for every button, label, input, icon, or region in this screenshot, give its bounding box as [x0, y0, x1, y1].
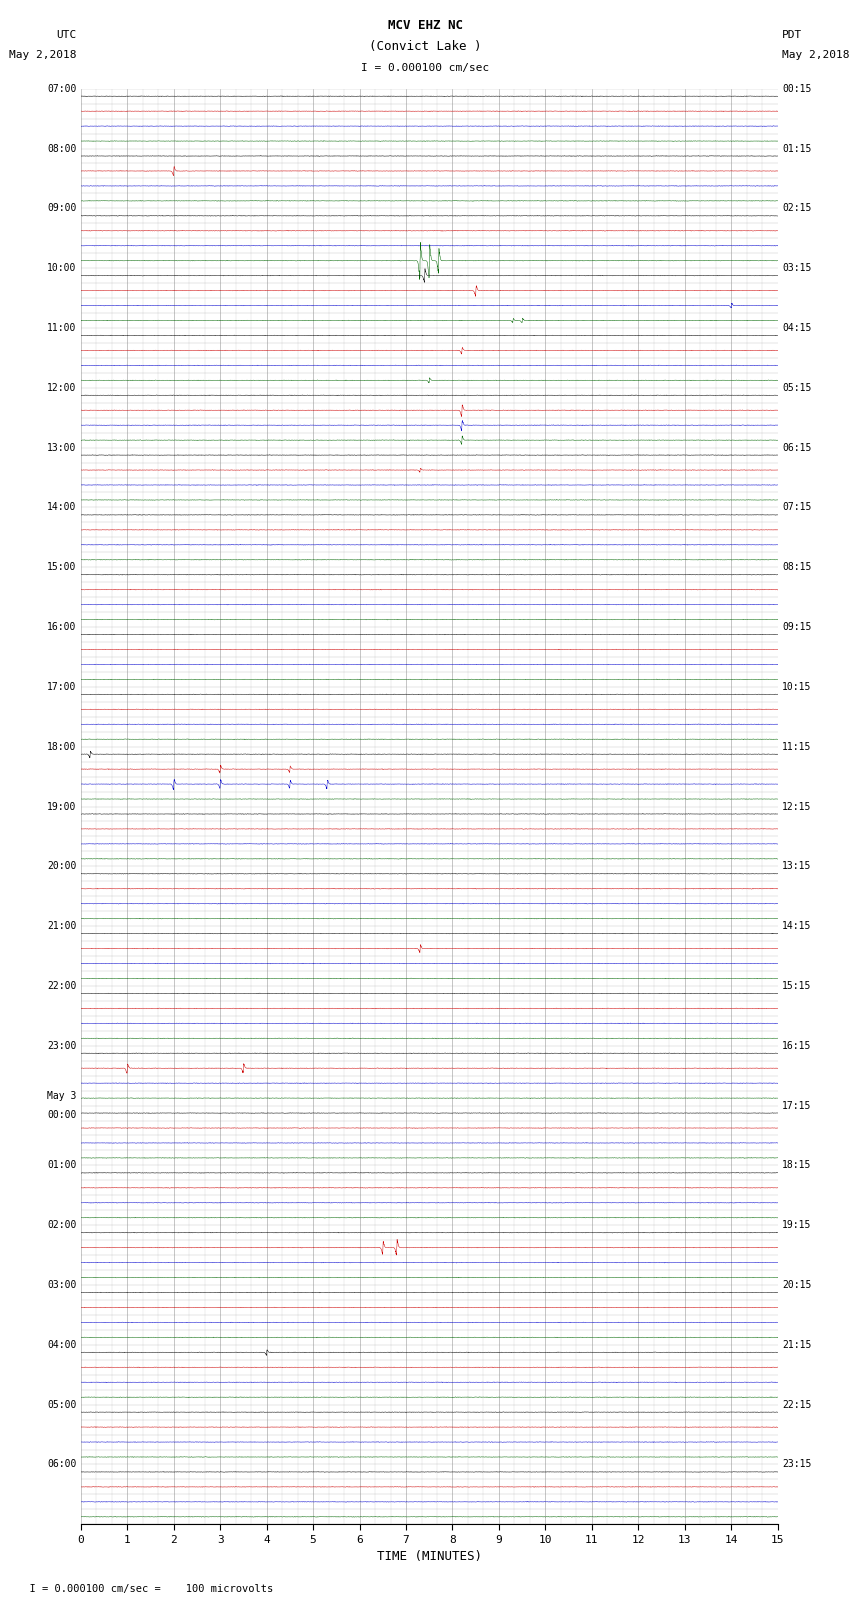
Text: 00:15: 00:15	[782, 84, 812, 94]
Text: 16:15: 16:15	[782, 1040, 812, 1050]
Text: 20:00: 20:00	[47, 861, 76, 871]
Text: 03:15: 03:15	[782, 263, 812, 273]
Text: May 2,2018: May 2,2018	[782, 50, 849, 60]
Text: 19:15: 19:15	[782, 1219, 812, 1231]
Text: 06:00: 06:00	[47, 1460, 76, 1469]
Text: 05:00: 05:00	[47, 1400, 76, 1410]
Text: 08:15: 08:15	[782, 563, 812, 573]
Text: 00:00: 00:00	[47, 1110, 76, 1121]
Text: 23:15: 23:15	[782, 1460, 812, 1469]
Text: 10:00: 10:00	[47, 263, 76, 273]
Text: PDT: PDT	[782, 31, 802, 40]
Text: 02:00: 02:00	[47, 1219, 76, 1231]
Text: 20:15: 20:15	[782, 1281, 812, 1290]
Text: 07:15: 07:15	[782, 502, 812, 513]
Text: 09:15: 09:15	[782, 623, 812, 632]
Text: 06:15: 06:15	[782, 442, 812, 453]
Text: 13:00: 13:00	[47, 442, 76, 453]
Text: I = 0.000100 cm/sec: I = 0.000100 cm/sec	[361, 63, 489, 73]
Text: 22:15: 22:15	[782, 1400, 812, 1410]
Text: 19:00: 19:00	[47, 802, 76, 811]
Text: 07:00: 07:00	[47, 84, 76, 94]
Text: 21:15: 21:15	[782, 1340, 812, 1350]
Text: 04:00: 04:00	[47, 1340, 76, 1350]
Text: 18:15: 18:15	[782, 1160, 812, 1171]
Text: 09:00: 09:00	[47, 203, 76, 213]
Text: (Convict Lake ): (Convict Lake )	[369, 40, 481, 53]
Text: May 2,2018: May 2,2018	[9, 50, 76, 60]
Text: 17:00: 17:00	[47, 682, 76, 692]
Text: 08:00: 08:00	[47, 144, 76, 153]
Text: 13:15: 13:15	[782, 861, 812, 871]
Text: 04:15: 04:15	[782, 323, 812, 332]
Text: 01:00: 01:00	[47, 1160, 76, 1171]
Text: 14:15: 14:15	[782, 921, 812, 931]
Text: 15:00: 15:00	[47, 563, 76, 573]
Text: 10:15: 10:15	[782, 682, 812, 692]
Text: MCV EHZ NC: MCV EHZ NC	[388, 19, 462, 32]
Text: 12:15: 12:15	[782, 802, 812, 811]
Text: 15:15: 15:15	[782, 981, 812, 990]
Text: 23:00: 23:00	[47, 1040, 76, 1050]
Text: May 3: May 3	[47, 1090, 76, 1100]
Text: 17:15: 17:15	[782, 1100, 812, 1111]
Text: 12:00: 12:00	[47, 382, 76, 394]
Text: 11:15: 11:15	[782, 742, 812, 752]
Text: 05:15: 05:15	[782, 382, 812, 394]
Text: I = 0.000100 cm/sec =    100 microvolts: I = 0.000100 cm/sec = 100 microvolts	[17, 1584, 273, 1594]
Text: 03:00: 03:00	[47, 1281, 76, 1290]
X-axis label: TIME (MINUTES): TIME (MINUTES)	[377, 1550, 482, 1563]
Text: 11:00: 11:00	[47, 323, 76, 332]
Text: 21:00: 21:00	[47, 921, 76, 931]
Text: 14:00: 14:00	[47, 502, 76, 513]
Text: 16:00: 16:00	[47, 623, 76, 632]
Text: 18:00: 18:00	[47, 742, 76, 752]
Text: 22:00: 22:00	[47, 981, 76, 990]
Text: 01:15: 01:15	[782, 144, 812, 153]
Text: UTC: UTC	[56, 31, 76, 40]
Text: 02:15: 02:15	[782, 203, 812, 213]
